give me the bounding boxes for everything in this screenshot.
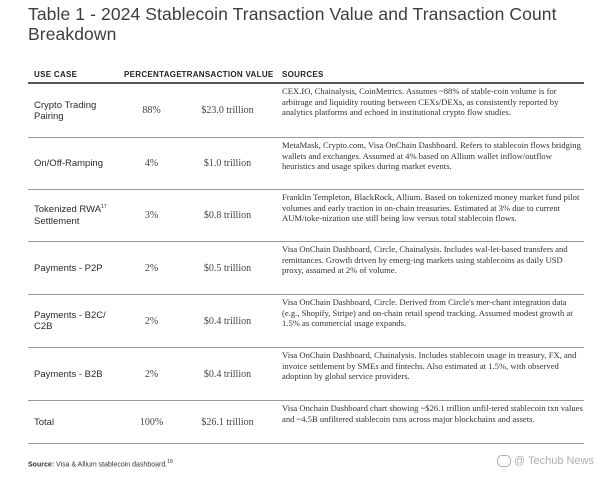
sources-cell: Visa OnChain Dashboard, Circle, Chainaly… <box>282 244 568 276</box>
sources-cell: Visa Onchain Dashboard chart showing ~$2… <box>282 403 583 424</box>
use-case-cell: Payments - B2C/ C2B <box>34 310 106 332</box>
footnote-marker: 17 <box>101 204 107 211</box>
table-title: Table 1 - 2024 Stablecoin Transaction Va… <box>28 4 557 44</box>
table-row-total: Total 100% $26.1 trillion Visa Onchain D… <box>28 401 584 444</box>
percentage-cell: 4% <box>144 158 159 169</box>
header-sources: SOURCES <box>282 69 324 79</box>
value-cell: $0.5 trillion <box>203 262 252 274</box>
value-cell: $0.8 trillion <box>203 210 252 221</box>
use-case-text-line2: Settlement <box>34 215 80 227</box>
use-case-cell: Total <box>34 416 55 428</box>
percentage-cell: 88% <box>142 105 161 116</box>
table-row: Payments - B2C/ C2B 2% $0.4 trillion Vis… <box>28 295 584 348</box>
value-cell: $26.1 trillion <box>201 416 254 428</box>
percentage-cell: 3% <box>144 210 159 221</box>
use-case-cell: Payments - P2P <box>34 262 103 274</box>
breakdown-table: USE CASE PERCENTAGE TRANSACTION VALUE SO… <box>28 66 584 444</box>
table-row: Tokenized RWA17 Settlement 3% $0.8 trill… <box>28 190 584 242</box>
sources-cell: Visa OnChain Dashboard, Circle. Derived … <box>282 297 573 329</box>
value-cell: $1.0 trillion <box>203 158 252 169</box>
sources-cell: Visa OnChain Dashboard, Chainalysis. Inc… <box>282 350 577 382</box>
sources-cell: Franklin Templeton, BlackRock, Allium. B… <box>282 192 580 224</box>
percentage-cell: 100% <box>139 416 164 428</box>
header-divider <box>28 82 584 84</box>
use-case-cell: Payments - B2B <box>34 368 103 380</box>
sources-cell: MetaMask, Crypto.com, Visa OnChain Dashb… <box>282 140 581 172</box>
value-cell: $0.4 trillion <box>203 315 252 327</box>
header-transaction-value: TRANSACTION VALUE <box>181 69 274 79</box>
table-row: Payments - P2P 2% $0.5 trillion Visa OnC… <box>28 242 584 295</box>
header-use-case: USE CASE <box>34 69 78 79</box>
table-row: Crypto Trading Pairing 88% $23.0 trillio… <box>28 84 584 138</box>
use-case-text: Tokenized RWA <box>34 204 102 216</box>
sources-cell: CEX.IO, Chainalysis, CoinMetrics. Assume… <box>282 86 559 118</box>
source-text: Visa & Allium stablecoin dashboard. <box>56 461 168 469</box>
source-footnote-marker: 18 <box>167 459 173 465</box>
watermark-text: @ Techub News <box>513 455 594 467</box>
header-percentage: PERCENTAGE <box>124 69 182 79</box>
source-label: Source: <box>28 461 55 469</box>
percentage-cell: 2% <box>144 262 159 274</box>
use-case-cell: Tokenized RWA17 Settlement <box>28 190 124 241</box>
percentage-cell: 2% <box>144 368 159 380</box>
value-cell: $0.4 trillion <box>203 368 252 380</box>
use-case-cell: On/Off-Ramping <box>34 158 103 169</box>
table-row: Payments - B2B 2% $0.4 trillion Visa OnC… <box>28 348 584 401</box>
value-cell: $23.0 trillion <box>201 105 254 116</box>
source-note: Source: Visa & Allium stablecoin dashboa… <box>28 459 173 468</box>
table-row: On/Off-Ramping 4% $1.0 trillion MetaMask… <box>28 138 584 190</box>
watermark: @ Techub News <box>496 455 594 467</box>
chat-bubble-icon <box>496 455 511 467</box>
use-case-cell: Crypto Trading Pairing <box>34 99 97 122</box>
table-header: USE CASE PERCENTAGE TRANSACTION VALUE SO… <box>28 66 584 82</box>
percentage-cell: 2% <box>144 315 159 327</box>
